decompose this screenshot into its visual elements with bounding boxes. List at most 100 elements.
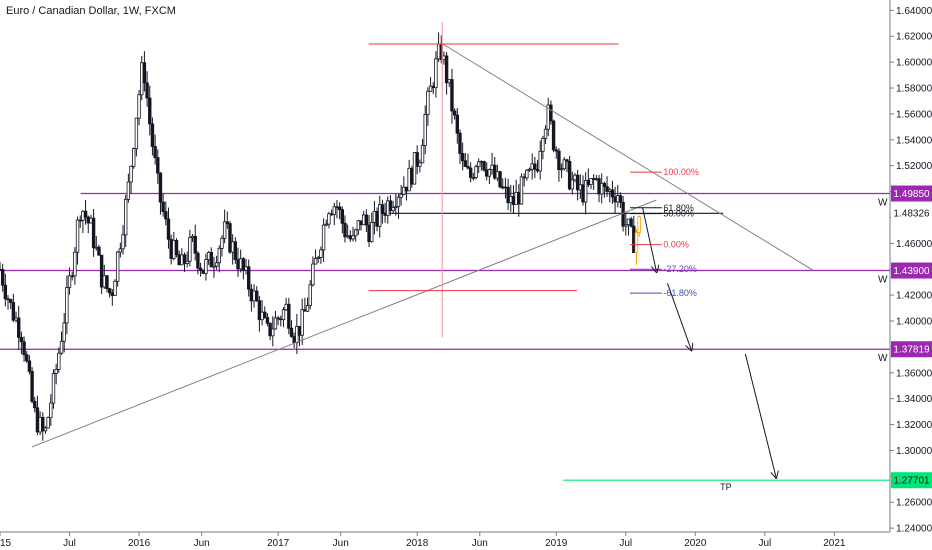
candle — [498, 170, 502, 189]
candle — [81, 210, 85, 234]
candle — [247, 259, 251, 297]
candle — [121, 225, 125, 255]
candle-body — [375, 210, 379, 227]
candle — [177, 250, 181, 266]
candle-body — [276, 317, 280, 320]
candle-body — [110, 292, 115, 296]
candle — [447, 79, 451, 87]
y-tick-label: 1.64000 — [896, 6, 932, 17]
candle — [340, 206, 345, 234]
candle-body — [35, 407, 40, 433]
candle-body — [260, 311, 264, 321]
candle-body — [190, 235, 195, 238]
candle — [589, 178, 593, 190]
candle-body — [506, 186, 510, 204]
price-badge-bg — [891, 472, 932, 489]
candle — [193, 224, 197, 261]
candle — [241, 257, 246, 280]
candle-body — [490, 164, 494, 170]
candle — [94, 235, 98, 251]
candle-body — [134, 117, 139, 150]
candle-body — [343, 222, 347, 238]
candle — [222, 209, 227, 244]
candle-body — [214, 262, 219, 267]
candle — [503, 177, 508, 199]
candles-group — [0, 32, 641, 441]
candle-body — [57, 352, 61, 370]
candle-body — [327, 213, 331, 225]
candle — [517, 184, 521, 217]
candle-body — [313, 258, 318, 265]
candle — [321, 218, 326, 263]
candle — [51, 369, 56, 409]
candle-body — [129, 165, 133, 183]
candle-body — [3, 284, 8, 300]
candle — [530, 153, 534, 180]
candle-body — [567, 161, 572, 190]
y-tick-label: 1.24000 — [896, 524, 932, 535]
candle — [332, 202, 336, 226]
x-tick-label: 2016 — [128, 538, 151, 549]
candle — [316, 255, 320, 263]
candle-body — [608, 189, 612, 192]
candle — [287, 297, 291, 335]
candle-body — [206, 252, 211, 261]
candle — [637, 215, 641, 237]
candle-body — [557, 150, 561, 170]
candle-body — [324, 223, 328, 226]
candle-body — [140, 62, 144, 96]
candle-body — [498, 171, 502, 188]
candle-body — [316, 257, 320, 259]
candle-body — [533, 163, 537, 170]
candle — [255, 286, 259, 302]
candle — [329, 209, 334, 216]
candle — [335, 200, 339, 219]
candle — [11, 293, 16, 323]
candle-body — [501, 186, 505, 189]
candle-body — [201, 269, 205, 274]
candle-body — [132, 148, 136, 167]
candle — [362, 210, 366, 226]
candle-body — [118, 248, 123, 253]
candle-body — [391, 207, 395, 212]
candle — [158, 172, 163, 215]
candle — [444, 51, 449, 95]
candle — [260, 300, 264, 326]
candle — [533, 156, 537, 179]
candle — [30, 367, 34, 404]
candle — [581, 175, 585, 206]
candle — [185, 251, 189, 268]
candle-body — [182, 254, 187, 264]
candle — [137, 89, 141, 126]
x-tick-label: Jul — [63, 538, 76, 549]
candle — [527, 167, 532, 172]
candle-body — [594, 178, 599, 181]
candle-body — [305, 305, 310, 312]
candle-body — [236, 259, 240, 270]
candle — [196, 251, 200, 275]
x-tick-label: Jun — [194, 538, 210, 549]
candle — [257, 295, 262, 332]
candle — [391, 200, 395, 214]
x-tick-label: 2019 — [545, 538, 568, 549]
candle-body — [605, 186, 609, 192]
candle-body — [509, 196, 513, 204]
candle-body — [137, 94, 141, 119]
fib-label: 61.80% — [663, 203, 694, 213]
candle — [541, 135, 545, 160]
candle — [415, 145, 419, 175]
candle-body — [632, 225, 636, 253]
candle-body — [22, 341, 26, 356]
candle-body — [348, 235, 353, 240]
candle-body — [541, 138, 545, 152]
candle — [73, 247, 77, 285]
candle-body — [295, 325, 299, 344]
candle-body — [378, 204, 382, 227]
candle-body — [559, 168, 564, 171]
candle — [276, 315, 280, 325]
candle-body — [511, 196, 516, 205]
candle — [59, 331, 64, 355]
candle — [367, 214, 371, 248]
candle — [236, 247, 240, 277]
